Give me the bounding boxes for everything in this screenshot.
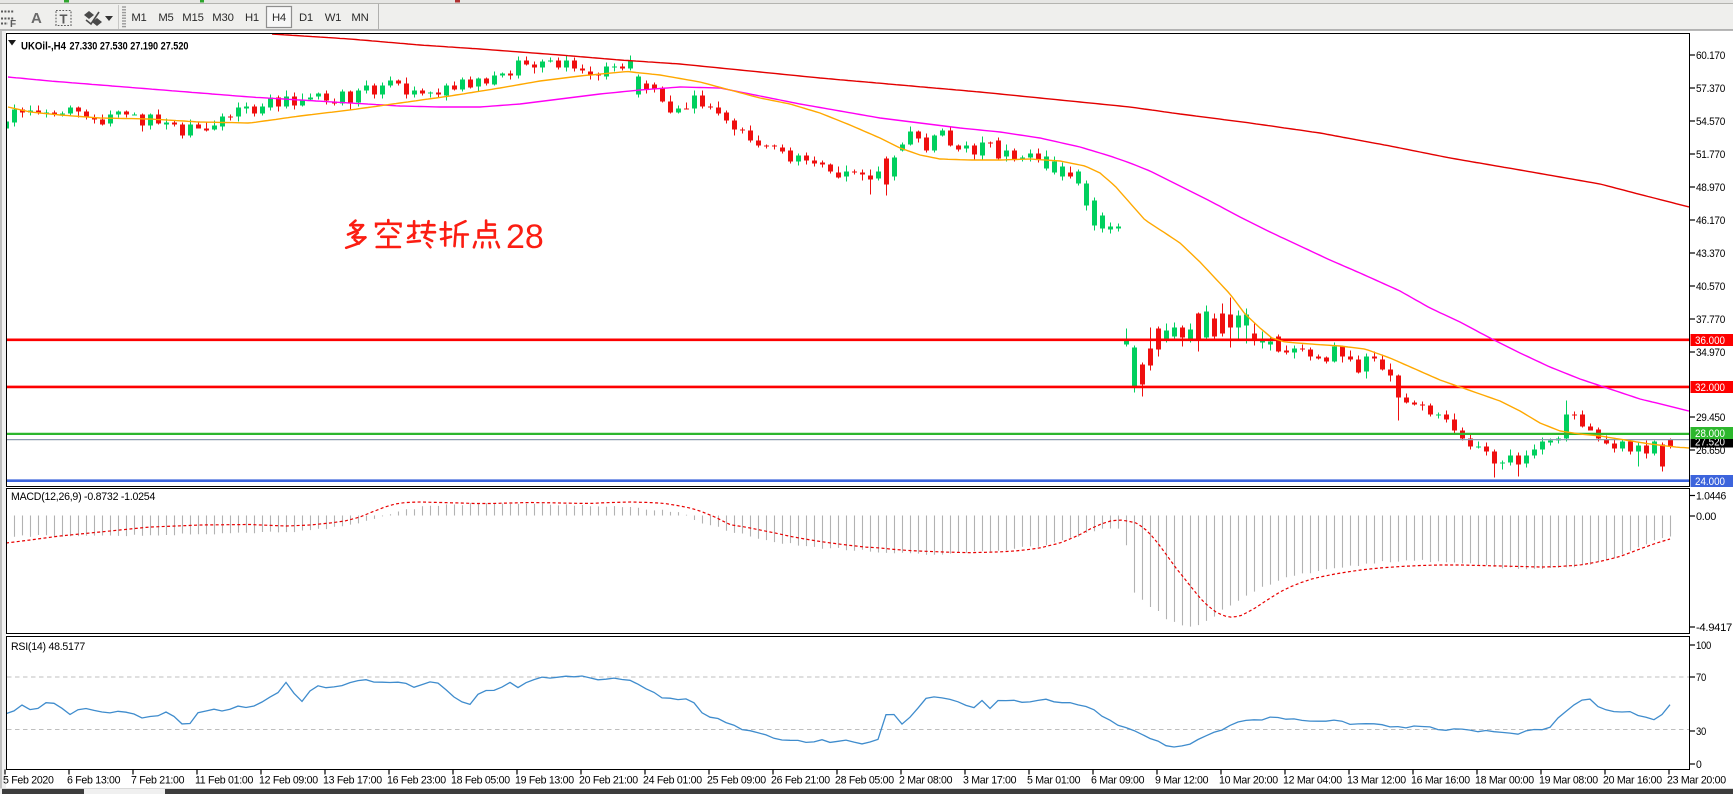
svg-text:H1: H1 [245,12,259,24]
svg-text:H4: H4 [272,12,286,24]
svg-text:34.970: 34.970 [1696,347,1725,359]
svg-text:6 Feb 13:00: 6 Feb 13:00 [67,775,121,787]
svg-text:MACD(12,26,9) -0.8732 -1.0254: MACD(12,26,9) -0.8732 -1.0254 [11,491,155,503]
svg-text:12 Feb 09:00: 12 Feb 09:00 [259,775,318,787]
svg-text:37.770: 37.770 [1696,314,1725,326]
svg-text:18 Mar 00:00: 18 Mar 00:00 [1475,775,1534,787]
svg-text:3 Mar 17:00: 3 Mar 17:00 [963,775,1017,787]
svg-text:60.170: 60.170 [1696,50,1725,62]
svg-text:40.570: 40.570 [1696,281,1725,293]
svg-text:-4.9417: -4.9417 [1696,622,1732,634]
svg-text:29.450: 29.450 [1696,412,1725,424]
svg-text:7 Feb 21:00: 7 Feb 21:00 [131,775,185,787]
svg-text:26.650: 26.650 [1696,445,1725,457]
svg-text:28.000: 28.000 [1695,428,1725,440]
svg-text:24 Feb 01:00: 24 Feb 01:00 [643,775,702,787]
svg-text:13 Feb 17:00: 13 Feb 17:00 [323,775,382,787]
svg-text:M30: M30 [212,12,233,24]
svg-text:46.170: 46.170 [1696,215,1725,227]
svg-text:M1: M1 [131,12,146,24]
svg-text:5 Mar 01:00: 5 Mar 01:00 [1027,775,1081,787]
svg-text:9 Mar 12:00: 9 Mar 12:00 [1155,775,1209,787]
svg-text:RSI(14) 48.5177: RSI(14) 48.5177 [11,641,85,653]
svg-text:36.000: 36.000 [1695,335,1725,347]
svg-text:13 Mar 12:00: 13 Mar 12:00 [1347,775,1406,787]
svg-text:57.370: 57.370 [1696,83,1725,95]
svg-text:25 Feb 09:00: 25 Feb 09:00 [707,775,766,787]
svg-text:W1: W1 [325,12,342,24]
svg-text:28 Feb 05:00: 28 Feb 05:00 [835,775,894,787]
svg-text:D1: D1 [299,12,313,24]
svg-text:M15: M15 [182,12,203,24]
svg-text:10 Mar 20:00: 10 Mar 20:00 [1219,775,1278,787]
svg-text:20 Feb 21:00: 20 Feb 21:00 [579,775,638,787]
svg-text:23 Mar 20:00: 23 Mar 20:00 [1667,775,1726,787]
svg-text:27.520: 27.520 [1695,437,1725,449]
svg-text:27.330 27.530 27.190 27.520: 27.330 27.530 27.190 27.520 [70,41,189,53]
svg-text:A: A [31,10,42,27]
svg-text:16 Feb 23:00: 16 Feb 23:00 [387,775,446,787]
svg-text:51.770: 51.770 [1696,149,1725,161]
svg-text:48.970: 48.970 [1696,182,1725,194]
svg-text:24.000: 24.000 [1695,476,1725,488]
svg-text:19 Feb 13:00: 19 Feb 13:00 [515,775,574,787]
svg-text:32.000: 32.000 [1695,382,1725,394]
svg-text:M5: M5 [158,12,173,24]
svg-text:F: F [10,19,16,30]
svg-text:5 Feb 2020: 5 Feb 2020 [3,775,54,787]
svg-text:0: 0 [1696,759,1702,771]
svg-text:70: 70 [1696,672,1706,684]
svg-text:20 Mar 16:00: 20 Mar 16:00 [1603,775,1662,787]
svg-text:2 Mar 08:00: 2 Mar 08:00 [899,775,953,787]
svg-text:43.370: 43.370 [1696,248,1725,260]
svg-text:54.570: 54.570 [1696,116,1725,128]
svg-text:12 Mar 04:00: 12 Mar 04:00 [1283,775,1342,787]
svg-text:6 Mar 09:00: 6 Mar 09:00 [1091,775,1145,787]
svg-text:MN: MN [351,12,368,24]
svg-text:16 Mar 16:00: 16 Mar 16:00 [1411,775,1470,787]
svg-text:19 Mar 08:00: 19 Mar 08:00 [1539,775,1598,787]
svg-text:T: T [60,12,68,27]
svg-text:UKOil-,H4: UKOil-,H4 [21,41,66,53]
svg-text:100: 100 [1696,640,1711,652]
svg-text:30: 30 [1696,726,1706,738]
svg-text:0.00: 0.00 [1696,511,1716,523]
svg-text:1.0446: 1.0446 [1696,491,1726,503]
svg-text:11 Feb 01:00: 11 Feb 01:00 [195,775,253,787]
svg-text:18 Feb 05:00: 18 Feb 05:00 [451,775,510,787]
svg-text:28: 28 [506,218,544,256]
svg-text:26 Feb 21:00: 26 Feb 21:00 [771,775,830,787]
